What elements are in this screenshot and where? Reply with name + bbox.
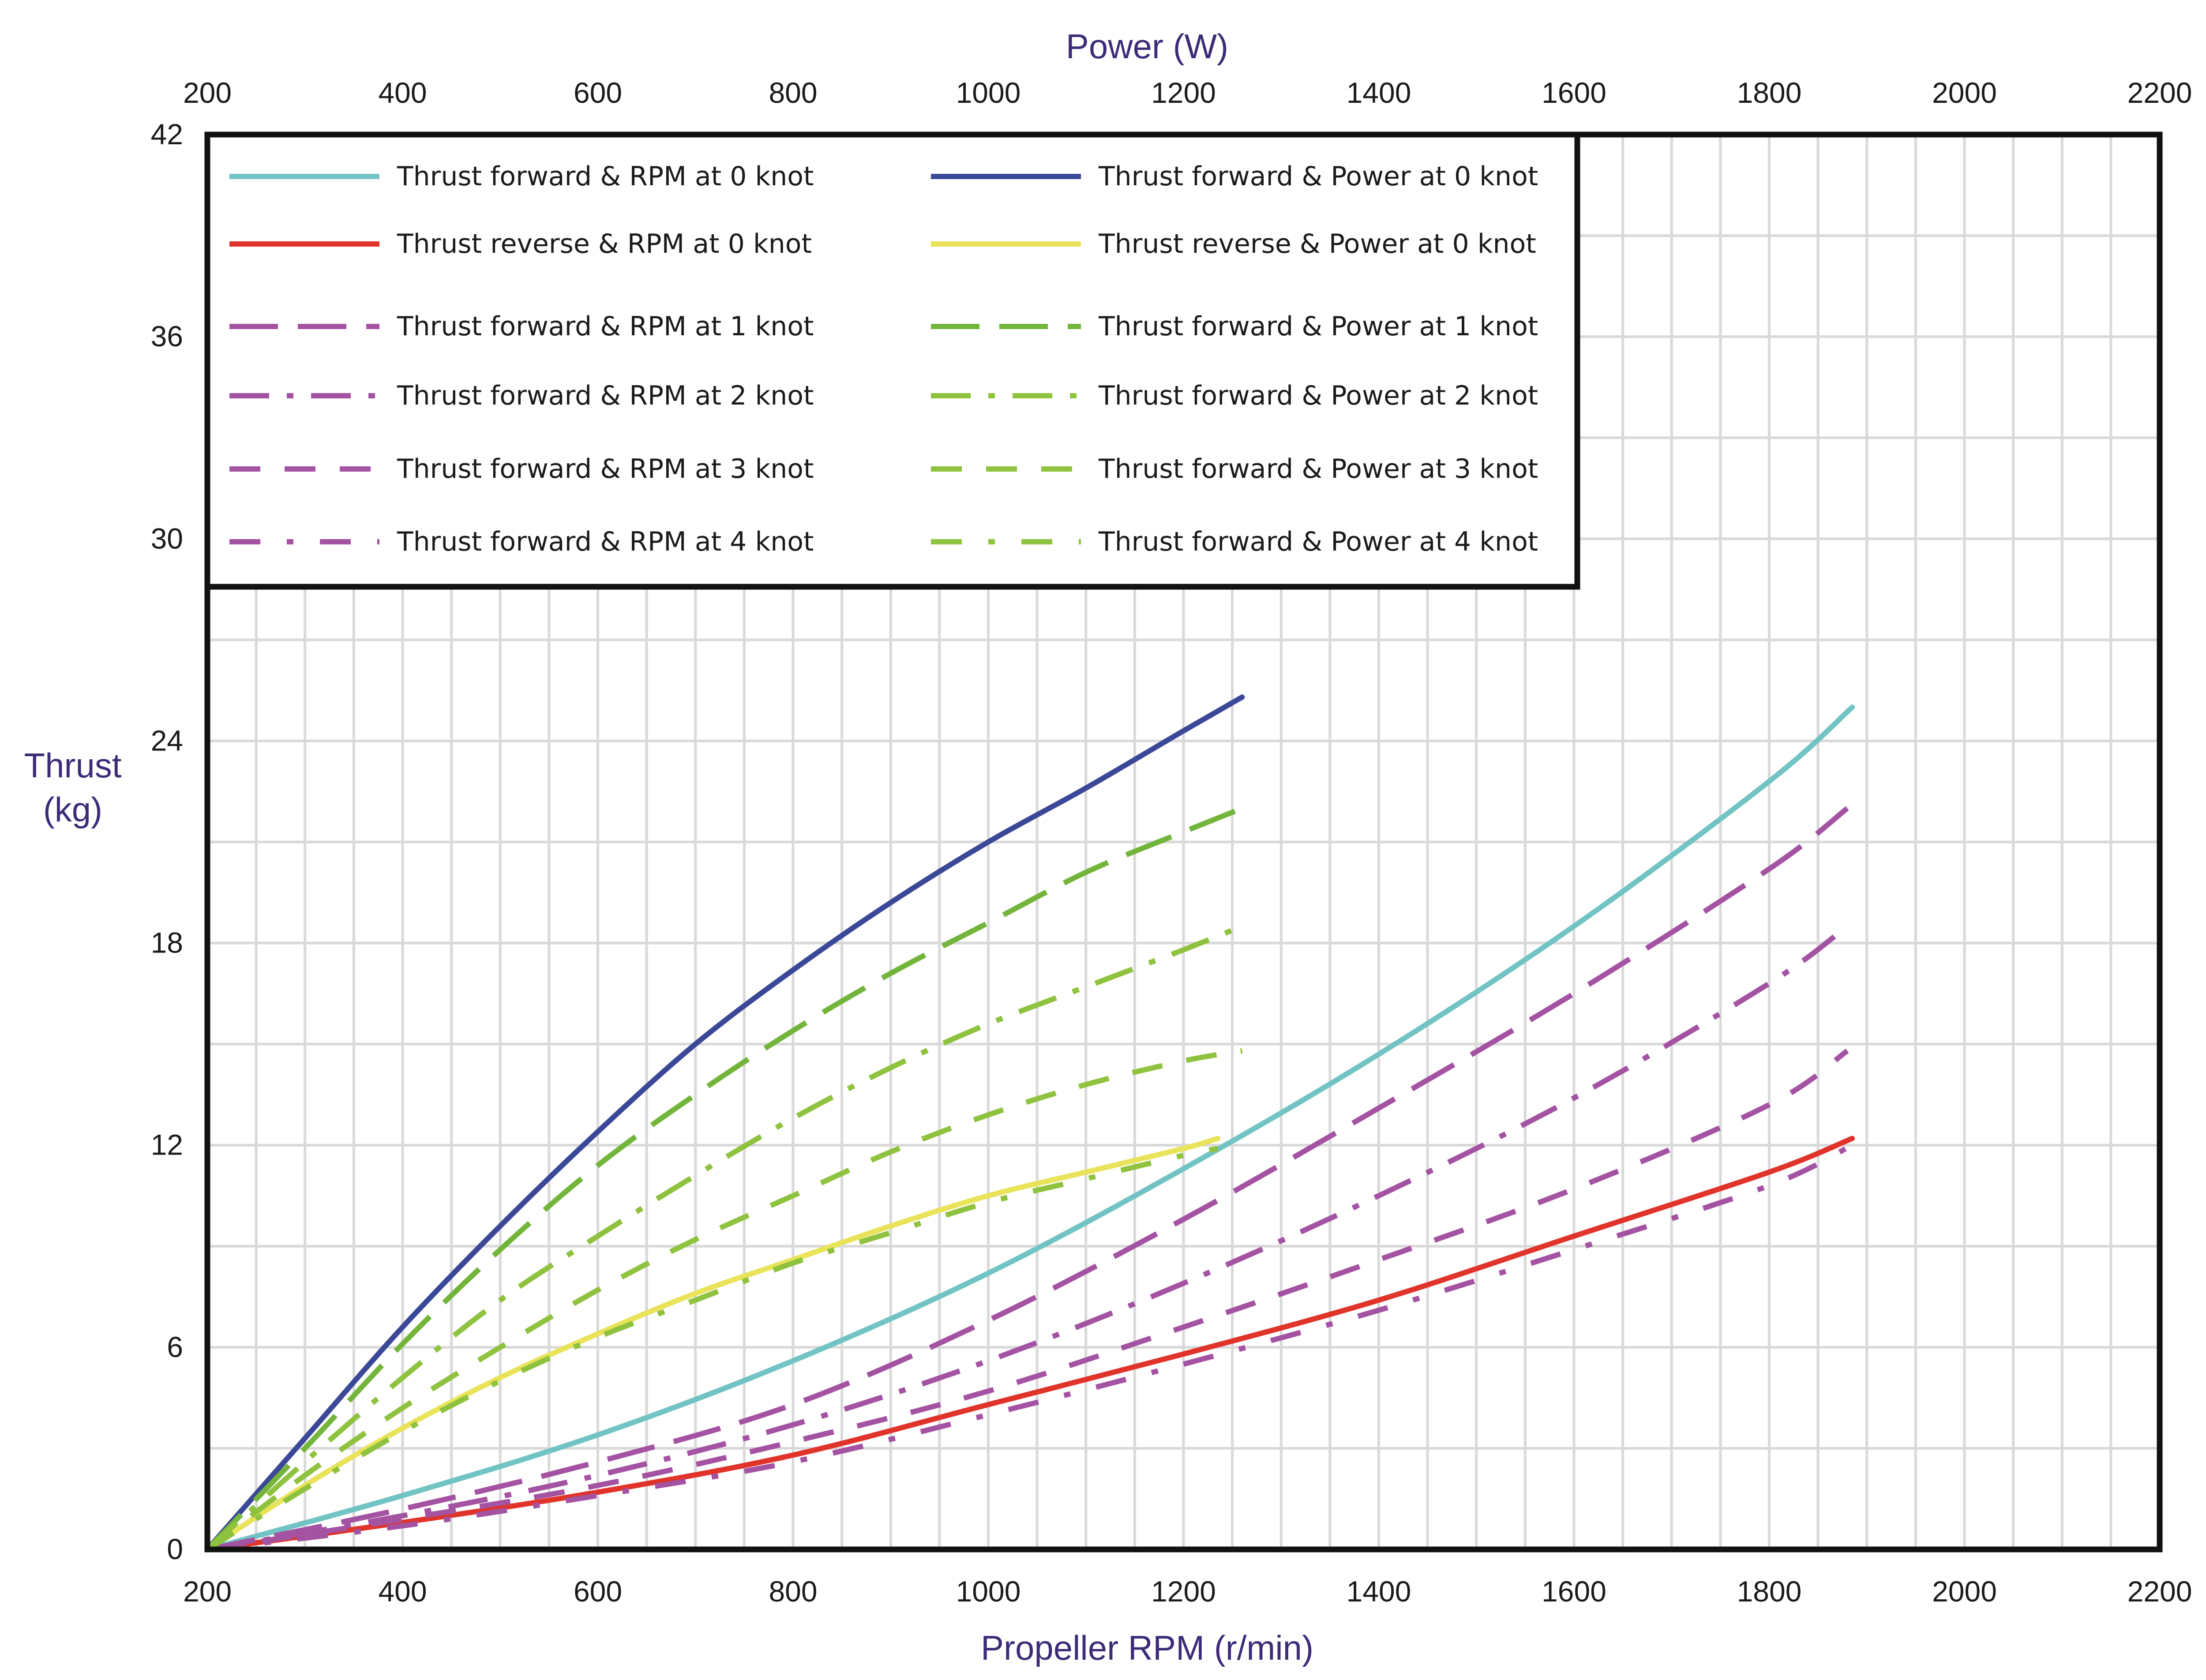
x2-tick-label: 2200 (2127, 76, 2192, 109)
series-line-11 (206, 1146, 1219, 1552)
series-line-8 (205, 806, 1243, 1552)
legend-label: Thrust forward & RPM at 3 knot (397, 454, 814, 484)
series-line-6 (205, 694, 1245, 1552)
series-line-4 (207, 1048, 1849, 1552)
series-line-7 (205, 1136, 1220, 1552)
series-line-9 (205, 923, 1243, 1552)
legend-label: Thrust reverse & Power at 0 knot (1098, 229, 1536, 259)
x-tick-label: 2200 (2127, 1575, 2192, 1608)
y-tick-label: 12 (151, 1129, 183, 1161)
legend-label: Thrust forward & RPM at 4 knot (397, 526, 814, 557)
series-line-10 (206, 1048, 1243, 1552)
series-line-1 (205, 1136, 1855, 1552)
legend-label: Thrust forward & Power at 3 knot (1098, 454, 1538, 484)
legend-label: Thrust forward & Power at 1 knot (1098, 311, 1538, 342)
legend-label: Thrust forward & RPM at 0 knot (397, 161, 814, 192)
y-tick-label: 0 (167, 1533, 183, 1565)
x-axis-title: Propeller RPM (r/min) (981, 1628, 1313, 1667)
x-tick-label: 1200 (1151, 1575, 1216, 1608)
y-tick-label: 42 (151, 118, 183, 150)
x-tick-label: 400 (378, 1575, 427, 1608)
x2-tick-label: 2000 (1932, 76, 1997, 109)
series-line-2 (206, 806, 1849, 1552)
x2-tick-label: 1600 (1542, 76, 1606, 109)
x2-tick-label: 1200 (1151, 76, 1216, 109)
x-tick-label: 1800 (1737, 1575, 1802, 1608)
legend-label: Thrust forward & Power at 0 knot (1098, 161, 1538, 192)
x-tick-label: 1400 (1347, 1575, 1411, 1608)
x2-axis-title: Power (W) (1066, 27, 1228, 66)
x2-tick-label: 1400 (1347, 76, 1411, 109)
x2-tick-label: 800 (769, 76, 817, 109)
legend: Thrust forward & RPM at 0 knot Thrust for… (204, 131, 1580, 590)
series-line-5 (207, 1143, 1853, 1552)
legend-label: Thrust forward & Power at 2 knot (1098, 380, 1538, 411)
y-axis-title-line2: (kg) (43, 790, 102, 829)
y-tick-label: 18 (151, 926, 183, 959)
x2-tick-label: 1000 (956, 76, 1021, 109)
legend-box (204, 131, 1580, 590)
legend-label: Thrust reverse & RPM at 0 knot (397, 229, 812, 259)
x-tick-label: 800 (769, 1575, 817, 1608)
x-tick-label: 2000 (1932, 1575, 1997, 1608)
x-tick-label: 600 (574, 1575, 622, 1608)
x-tick-label: 1000 (956, 1575, 1021, 1608)
legend-label: Thrust forward & RPM at 1 knot (397, 311, 814, 342)
x2-tick-label: 200 (183, 76, 232, 109)
series-lines (205, 694, 1855, 1552)
x2-tick-label: 1800 (1737, 76, 1802, 109)
x-tick-label: 1600 (1542, 1575, 1606, 1608)
y-tick-label: 24 (151, 724, 183, 757)
y-tick-label: 30 (151, 522, 183, 555)
x-tick-label: 200 (183, 1575, 232, 1608)
legend-label: Thrust forward & Power at 4 knot (1098, 526, 1538, 557)
series-line-0 (205, 705, 1855, 1552)
x2-tick-label: 600 (574, 76, 622, 109)
series-line-3 (206, 924, 1849, 1552)
y-axis-title-line1: Thrust (24, 746, 121, 785)
legend-label: Thrust forward & RPM at 2 knot (397, 380, 814, 411)
x2-tick-label: 400 (378, 76, 427, 109)
axes: Propeller RPM (r/min) Power (W) Thrust (… (24, 27, 2192, 1667)
y-tick-label: 36 (151, 320, 183, 352)
y-tick-label: 6 (167, 1331, 183, 1363)
